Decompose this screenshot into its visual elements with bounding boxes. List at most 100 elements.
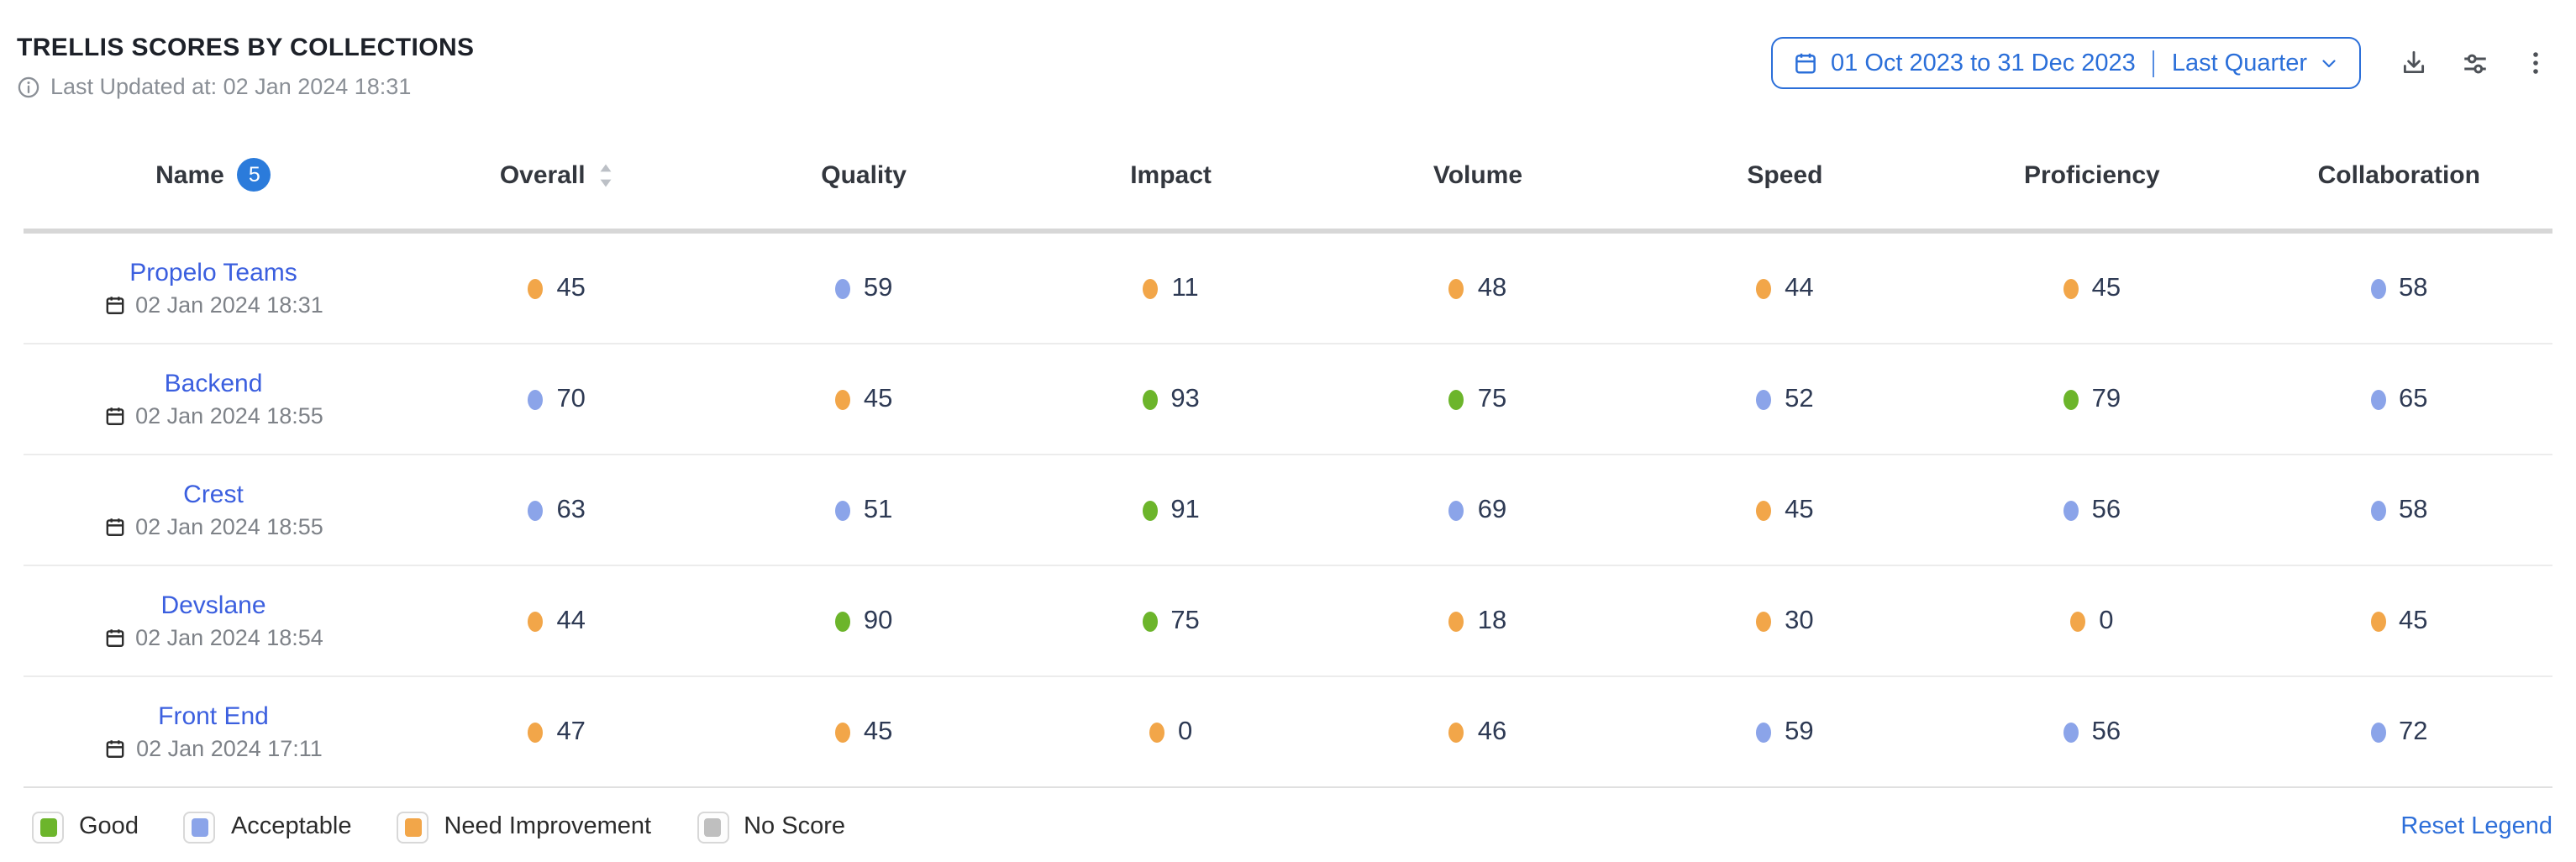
score-dot-good xyxy=(1142,389,1158,409)
reset-legend-link[interactable]: Reset Legend xyxy=(2400,813,2552,840)
chevron-down-icon xyxy=(2319,53,2339,73)
row-updated-line: 02 Jan 2024 17:11 xyxy=(104,736,323,761)
score-value: 52 xyxy=(1785,384,1814,413)
score-value: 70 xyxy=(556,384,586,413)
widget-header-left: TRELLIS SCORES BY COLLECTIONS Last Updat… xyxy=(17,24,474,99)
score-value: 56 xyxy=(2091,495,2121,523)
score-value: 45 xyxy=(863,717,893,745)
legend-label: Acceptable xyxy=(230,813,352,840)
score-cell-speed: 30 xyxy=(1632,606,1938,636)
score-value: 45 xyxy=(2399,606,2428,634)
column-header-name: Name 5 xyxy=(24,158,403,192)
score-cell-quality: 45 xyxy=(710,384,1017,414)
calendar-icon xyxy=(103,405,125,427)
score-cell-speed: 59 xyxy=(1632,717,1938,747)
score-cell-collaboration: 72 xyxy=(2246,717,2552,747)
download-icon xyxy=(2400,49,2428,77)
score-dot-need-improvement xyxy=(1756,500,1772,520)
date-range-picker[interactable]: 01 Oct 2023 to 31 Dec 2023 Last Quarter xyxy=(1770,37,2361,89)
score-value: 91 xyxy=(1170,495,1200,523)
widget-settings-button[interactable] xyxy=(2450,43,2500,83)
legend-swatch xyxy=(191,817,208,836)
collection-link[interactable]: Front End xyxy=(158,702,269,731)
table-row: Propelo Teams 02 Jan 2024 18:31 45 59 11 48 44… xyxy=(24,234,2552,344)
score-dot-need-improvement xyxy=(1448,611,1464,631)
score-cell-volume: 75 xyxy=(1324,384,1631,414)
collection-link[interactable]: Backend xyxy=(164,370,263,398)
score-dot-acceptable xyxy=(834,500,850,520)
legend-checkbox xyxy=(697,811,729,843)
score-cell-overall: 70 xyxy=(403,384,710,414)
score-cell-overall: 45 xyxy=(403,273,710,303)
score-dot-acceptable xyxy=(528,500,544,520)
score-value: 11 xyxy=(1171,273,1199,302)
score-dot-good xyxy=(1142,500,1158,520)
row-updated-text: 02 Jan 2024 18:55 xyxy=(135,403,323,428)
score-cell-quality: 51 xyxy=(710,495,1017,525)
score-value: 51 xyxy=(863,495,893,523)
row-updated-line: 02 Jan 2024 18:54 xyxy=(103,625,323,650)
score-value: 58 xyxy=(2399,273,2428,302)
legend-checkbox xyxy=(397,811,429,843)
row-updated-line: 02 Jan 2024 18:55 xyxy=(103,403,323,428)
column-label: Speed xyxy=(1747,160,1823,189)
trellis-scores-widget: TRELLIS SCORES BY COLLECTIONS Last Updat… xyxy=(17,24,2559,843)
name-cell: Devslane 02 Jan 2024 18:54 xyxy=(24,591,403,650)
score-dot-need-improvement xyxy=(1448,278,1464,298)
more-options-button[interactable] xyxy=(2512,44,2559,82)
score-value: 0 xyxy=(1177,717,1193,745)
score-value: 44 xyxy=(556,606,586,634)
score-cell-quality: 45 xyxy=(710,717,1017,747)
score-cell-overall: 63 xyxy=(403,495,710,525)
score-cell-proficiency: 79 xyxy=(1938,384,2245,414)
score-dot-good xyxy=(1448,389,1464,409)
column-label: Name xyxy=(155,160,224,189)
legend-label: Good xyxy=(79,813,139,840)
legend-item-need-improvement[interactable]: Need Improvement xyxy=(397,811,651,843)
score-cell-collaboration: 65 xyxy=(2246,384,2552,414)
row-updated-text: 02 Jan 2024 18:55 xyxy=(135,514,323,539)
score-dot-need-improvement xyxy=(2063,278,2079,298)
score-cell-collaboration: 58 xyxy=(2246,273,2552,303)
row-updated-text: 02 Jan 2024 18:31 xyxy=(135,292,323,318)
column-header-collaboration: Collaboration xyxy=(2246,160,2552,189)
score-dot-acceptable xyxy=(528,389,544,409)
score-cell-collaboration: 45 xyxy=(2246,606,2552,636)
column-label: Proficiency xyxy=(2023,160,2160,189)
score-cell-quality: 59 xyxy=(710,273,1017,303)
legend-swatch xyxy=(704,817,722,836)
score-dot-need-improvement xyxy=(834,389,850,409)
legend-item-acceptable[interactable]: Acceptable xyxy=(183,811,352,843)
legend-item-no-score[interactable]: No Score xyxy=(697,811,845,843)
score-cell-proficiency: 56 xyxy=(1938,495,2245,525)
legend-item-good[interactable]: Good xyxy=(32,811,139,843)
score-cell-overall: 44 xyxy=(403,606,710,636)
score-cell-impact: 0 xyxy=(1017,717,1324,747)
score-dot-acceptable xyxy=(1448,500,1464,520)
score-dot-need-improvement xyxy=(1756,278,1772,298)
column-label: Quality xyxy=(821,160,907,189)
score-cell-collaboration: 58 xyxy=(2246,495,2552,525)
row-updated-text: 02 Jan 2024 17:11 xyxy=(136,736,323,761)
score-value: 90 xyxy=(863,606,893,634)
info-icon[interactable] xyxy=(17,75,40,98)
score-dot-acceptable xyxy=(2063,722,2079,742)
sliders-icon xyxy=(2460,48,2490,78)
column-header-overall[interactable]: Overall xyxy=(403,160,710,189)
column-label: Volume xyxy=(1433,160,1523,189)
score-value: 65 xyxy=(2399,384,2428,413)
score-value: 72 xyxy=(2399,717,2428,745)
table-row: Backend 02 Jan 2024 18:55 70 45 93 75 52 79 65 xyxy=(24,344,2552,455)
row-updated-line: 02 Jan 2024 18:55 xyxy=(103,514,323,539)
collection-link[interactable]: Propelo Teams xyxy=(129,259,297,287)
collection-link[interactable]: Crest xyxy=(183,481,244,509)
score-value: 45 xyxy=(863,384,893,413)
download-button[interactable] xyxy=(2389,44,2438,82)
score-cell-proficiency: 56 xyxy=(1938,717,2245,747)
score-dot-good xyxy=(1142,611,1158,631)
row-updated-text: 02 Jan 2024 18:54 xyxy=(135,625,323,650)
score-dot-need-improvement xyxy=(1143,278,1159,298)
table-header-row: Name 5 Overall Quality Impact Volume Speed Prof… xyxy=(24,121,2552,234)
score-value: 0 xyxy=(2099,606,2114,634)
collection-link[interactable]: Devslane xyxy=(160,591,266,620)
